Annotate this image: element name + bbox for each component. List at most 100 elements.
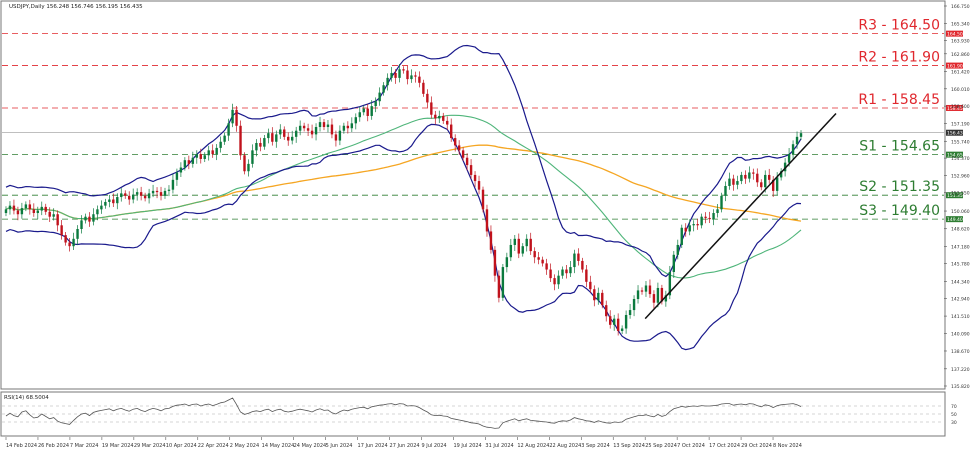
candle-body: [672, 254, 676, 272]
candle-body: [279, 129, 282, 135]
candle-body: [640, 290, 644, 292]
candle-body: [700, 216, 703, 226]
candle-body: [390, 72, 393, 78]
candle-body: [489, 231, 493, 250]
y-tick-label: 148.620: [951, 227, 970, 233]
y-tick-label: 144.340: [951, 279, 970, 285]
rsi-tick-label: 30: [951, 420, 957, 426]
resistance-label-1: R2 - 161.90: [858, 50, 940, 66]
x-tick-label: 22 Aug 2024: [549, 443, 581, 449]
candle-body: [52, 214, 55, 217]
candle-body: [553, 278, 556, 285]
candle-body: [92, 214, 95, 222]
y-tick-label: 145.780: [951, 262, 970, 268]
candle-body: [72, 238, 75, 247]
x-tick-label: 7 Oct 2024: [677, 443, 705, 449]
candle-body: [760, 182, 763, 188]
candle-body: [96, 209, 99, 215]
candle-body: [601, 292, 604, 306]
candle-body: [239, 125, 242, 156]
candle-body: [342, 125, 346, 131]
current-price-tag-text: 156.435: [947, 131, 966, 137]
candle-body: [12, 205, 16, 211]
candle-body: [795, 136, 799, 145]
candle-body: [88, 216, 91, 222]
candle-body: [597, 292, 600, 301]
candle-body: [183, 160, 187, 168]
candle-body: [783, 162, 787, 172]
current-price-tag: [946, 129, 963, 136]
candle-body: [44, 206, 47, 212]
x-tick-label: 13 Sep 2024: [613, 443, 645, 449]
candle-body: [402, 69, 405, 71]
y-tick-label: 141.510: [951, 314, 970, 320]
candle-body: [473, 174, 477, 182]
resistance-price-tag-0: [946, 30, 963, 37]
candle-body: [155, 190, 159, 193]
support-label-5: S3 - 149.40: [859, 203, 940, 219]
candle-body: [652, 294, 656, 303]
candle-body: [235, 109, 238, 126]
candle-body: [799, 133, 803, 137]
rsi-tick-label: 50: [951, 412, 957, 418]
candle-body: [346, 125, 350, 129]
candle-body: [457, 145, 461, 151]
rsi-pane-frame: [0, 391, 946, 437]
x-tick-label: 17 Oct 2024: [709, 443, 740, 449]
support-price-tag-3: [946, 151, 963, 158]
candle-body: [251, 150, 254, 164]
x-tick-label: 31 Jul 2024: [485, 443, 513, 449]
support-price-tag-text-3: 154.650: [947, 153, 966, 159]
candle-body: [167, 189, 171, 191]
rsi-line: [5, 397, 802, 429]
candle-body: [108, 199, 111, 202]
candle-body: [418, 76, 421, 83]
candle-body: [704, 216, 707, 218]
candle-body: [211, 150, 214, 155]
y-tick-label: 161.420: [951, 69, 970, 75]
candle-body: [267, 133, 270, 139]
candle-body: [215, 147, 218, 155]
candle-body: [116, 197, 119, 204]
candle-body: [56, 214, 59, 226]
candle-body: [263, 138, 266, 147]
candle-body: [577, 253, 580, 261]
x-tick-label: 25 Sep 2024: [645, 443, 677, 449]
candle-body: [135, 192, 139, 195]
price-pane-frame: [0, 0, 946, 390]
candle-body: [171, 179, 175, 190]
candle-body: [139, 192, 143, 196]
candle-body: [768, 174, 771, 180]
candle-body: [497, 275, 501, 298]
candle-body: [426, 93, 429, 103]
candle-body: [358, 112, 361, 118]
candle-body: [561, 269, 564, 276]
candle-body: [48, 211, 51, 217]
candle-body: [334, 134, 338, 141]
candle-body: [501, 267, 505, 298]
y-tick-label: 165.340: [951, 21, 970, 27]
x-tick-label: 10 Apr 2024: [166, 443, 197, 449]
candle-body: [223, 135, 226, 142]
y-tick-label: 135.820: [951, 384, 970, 390]
candle-body: [60, 225, 63, 236]
x-tick-label: 14 Feb 2024: [6, 443, 37, 449]
candle-body: [112, 199, 115, 204]
x-tick-label: 29 Oct 2024: [741, 443, 772, 449]
candle-body: [525, 238, 528, 247]
bollinger-upper-line: [5, 44, 802, 278]
candle-body: [8, 205, 12, 210]
y-tick-label: 138.670: [951, 349, 970, 355]
x-tick-label: 9 Jul 2024: [421, 443, 446, 449]
x-tick-label: 2 May 2024: [230, 443, 259, 449]
candle-body: [593, 289, 596, 301]
y-tick-label: 154.370: [951, 156, 970, 162]
resistance-price-tag-2: [946, 104, 963, 111]
trendline: [644, 112, 837, 320]
candle-body: [648, 285, 652, 295]
candle-body: [100, 205, 103, 210]
candle-body: [406, 70, 409, 80]
candle-body: [294, 130, 298, 137]
candle-body: [386, 77, 389, 86]
